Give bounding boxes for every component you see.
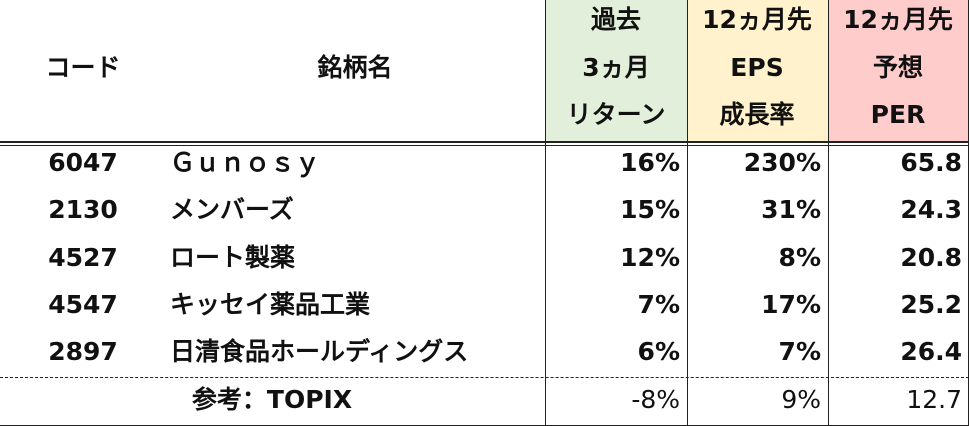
header-column: 12ヵ月先 [702,5,812,34]
column-rule [687,0,688,426]
column-rule [828,0,829,426]
value-cell: 8% [778,243,821,272]
value-cell: 6% [637,337,680,366]
header-rule [0,145,969,146]
code-cell: 4527 [48,243,118,272]
header-column: 過去 [590,5,641,34]
code-cell: 4547 [48,290,118,319]
name-cell: キッセイ薬品工業 [170,290,371,319]
value-cell: 230% [743,148,821,177]
header-column: リターン [566,100,666,129]
reference-value: -8% [631,385,680,414]
value-cell: 7% [778,337,821,366]
name-cell: 日清食品ホールディングス [170,337,469,366]
header-column: PER [870,100,926,129]
value-cell: 65.8 [900,148,962,177]
code-cell: 2130 [48,195,118,224]
reference-rule [0,377,969,378]
code-cell: 6047 [48,148,118,177]
value-cell: 7% [637,290,680,319]
reference-value: 9% [781,385,821,414]
header-code: コード [45,53,121,82]
value-cell: 26.4 [900,337,962,366]
header-fill-green [546,0,687,142]
header-rule [0,141,969,143]
reference-label: 参考：TOPIX [191,385,353,414]
value-cell: 12% [620,243,680,272]
value-cell: 17% [761,290,821,319]
value-cell: 16% [620,148,680,177]
value-cell: 20.8 [900,243,962,272]
header-column: 成長率 [719,100,795,129]
header-column: 3ヵ月 [582,53,650,82]
value-cell: 15% [620,195,680,224]
reference-value: 12.7 [906,385,962,414]
header-fill-yellow [688,0,828,142]
code-cell: 2897 [48,337,118,366]
name-cell: ロート製薬 [170,243,296,272]
value-cell: 25.2 [900,290,962,319]
value-cell: 24.3 [900,195,962,224]
column-rule [545,0,546,426]
header-column: 12ヵ月先 [843,5,953,34]
header-column: EPS [730,53,784,82]
header-column: 予想 [872,53,923,82]
header-name: 銘柄名 [317,53,393,82]
header-fill-pink [829,0,968,142]
value-cell: 31% [761,195,821,224]
name-cell: メンバーズ [170,195,294,224]
name-cell: Ｇｕｎｏｓｙ [170,148,321,177]
